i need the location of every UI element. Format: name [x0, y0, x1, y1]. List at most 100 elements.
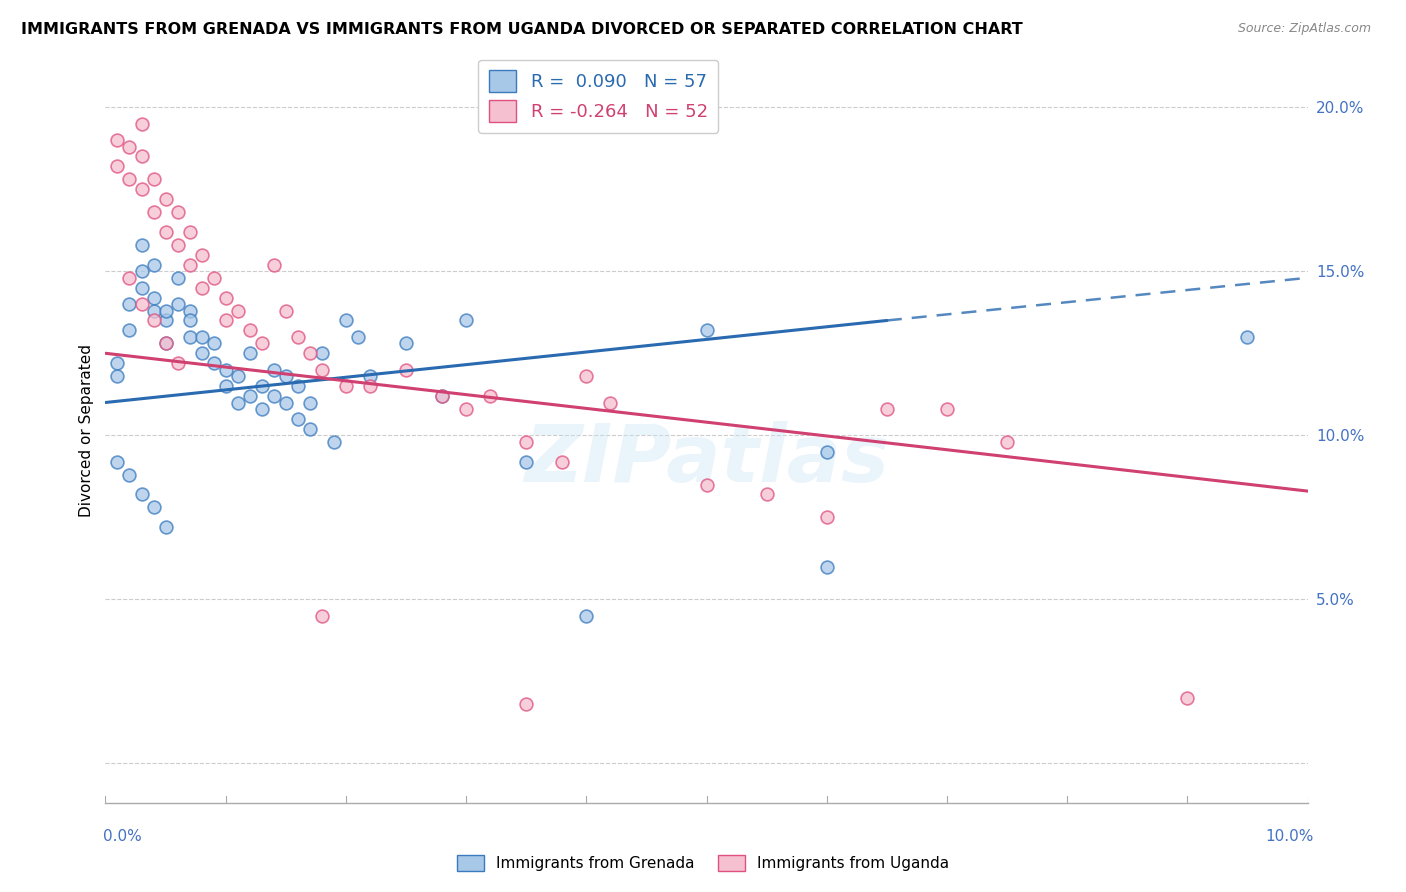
Point — [287, 330, 309, 344]
Point — [131, 182, 153, 196]
Text: Source: ZipAtlas.com: Source: ZipAtlas.com — [1237, 22, 1371, 36]
Point — [755, 487, 778, 501]
Point — [239, 346, 262, 360]
Y-axis label: Divorced or Separated: Divorced or Separated — [79, 344, 94, 516]
Text: IMMIGRANTS FROM GRENADA VS IMMIGRANTS FROM UGANDA DIVORCED OR SEPARATED CORRELAT: IMMIGRANTS FROM GRENADA VS IMMIGRANTS FR… — [21, 22, 1022, 37]
Point — [322, 434, 344, 449]
Point — [214, 379, 236, 393]
Point — [250, 402, 273, 417]
Point — [250, 336, 273, 351]
Point — [155, 192, 177, 206]
Point — [179, 225, 201, 239]
Point — [1175, 690, 1198, 705]
Point — [515, 434, 537, 449]
Point — [179, 258, 201, 272]
Point — [575, 608, 598, 623]
Point — [347, 330, 370, 344]
Point — [250, 379, 273, 393]
Point — [202, 270, 225, 285]
Point — [131, 149, 153, 163]
Point — [142, 500, 165, 515]
Point — [190, 346, 212, 360]
Point — [131, 280, 153, 294]
Point — [179, 303, 201, 318]
Point — [190, 280, 212, 294]
Point — [190, 248, 212, 262]
Point — [995, 434, 1018, 449]
Point — [263, 258, 285, 272]
Point — [142, 205, 165, 219]
Point — [155, 336, 177, 351]
Point — [131, 297, 153, 311]
Point — [107, 369, 129, 384]
Point — [876, 402, 898, 417]
Point — [155, 225, 177, 239]
Text: 10.0%: 10.0% — [1265, 830, 1313, 844]
Point — [815, 444, 838, 458]
Point — [118, 172, 141, 186]
Point — [155, 336, 177, 351]
Legend: Immigrants from Grenada, Immigrants from Uganda: Immigrants from Grenada, Immigrants from… — [450, 849, 956, 877]
Point — [142, 258, 165, 272]
Point — [696, 477, 718, 491]
Point — [274, 303, 297, 318]
Point — [274, 369, 297, 384]
Point — [142, 303, 165, 318]
Legend: R =  0.090   N = 57, R = -0.264   N = 52: R = 0.090 N = 57, R = -0.264 N = 52 — [478, 60, 718, 133]
Text: ZIPatlas: ZIPatlas — [524, 421, 889, 500]
Point — [142, 172, 165, 186]
Point — [118, 270, 141, 285]
Point — [155, 520, 177, 534]
Point — [226, 303, 249, 318]
Point — [696, 323, 718, 337]
Point — [226, 369, 249, 384]
Point — [311, 608, 333, 623]
Point — [274, 395, 297, 409]
Point — [454, 313, 477, 327]
Point — [155, 303, 177, 318]
Point — [131, 264, 153, 278]
Point — [118, 467, 141, 482]
Point — [107, 454, 129, 468]
Point — [298, 422, 321, 436]
Point — [179, 330, 201, 344]
Point — [515, 698, 537, 712]
Point — [214, 362, 236, 376]
Point — [335, 313, 357, 327]
Point — [166, 270, 188, 285]
Point — [107, 133, 129, 147]
Point — [118, 297, 141, 311]
Point — [395, 336, 418, 351]
Point — [515, 454, 537, 468]
Point — [107, 356, 129, 370]
Point — [1236, 330, 1258, 344]
Point — [395, 362, 418, 376]
Point — [214, 313, 236, 327]
Point — [551, 454, 574, 468]
Point — [166, 356, 188, 370]
Text: 0.0%: 0.0% — [103, 830, 142, 844]
Point — [335, 379, 357, 393]
Point — [118, 323, 141, 337]
Point — [263, 389, 285, 403]
Point — [166, 205, 188, 219]
Point — [430, 389, 453, 403]
Point — [202, 356, 225, 370]
Point — [298, 395, 321, 409]
Point — [166, 238, 188, 252]
Point — [166, 297, 188, 311]
Point — [298, 346, 321, 360]
Point — [263, 362, 285, 376]
Point — [815, 559, 838, 574]
Point — [131, 238, 153, 252]
Point — [287, 412, 309, 426]
Point — [454, 402, 477, 417]
Point — [479, 389, 502, 403]
Point — [287, 379, 309, 393]
Point — [239, 323, 262, 337]
Point — [311, 362, 333, 376]
Point — [142, 313, 165, 327]
Point — [179, 313, 201, 327]
Point — [239, 389, 262, 403]
Point — [359, 369, 381, 384]
